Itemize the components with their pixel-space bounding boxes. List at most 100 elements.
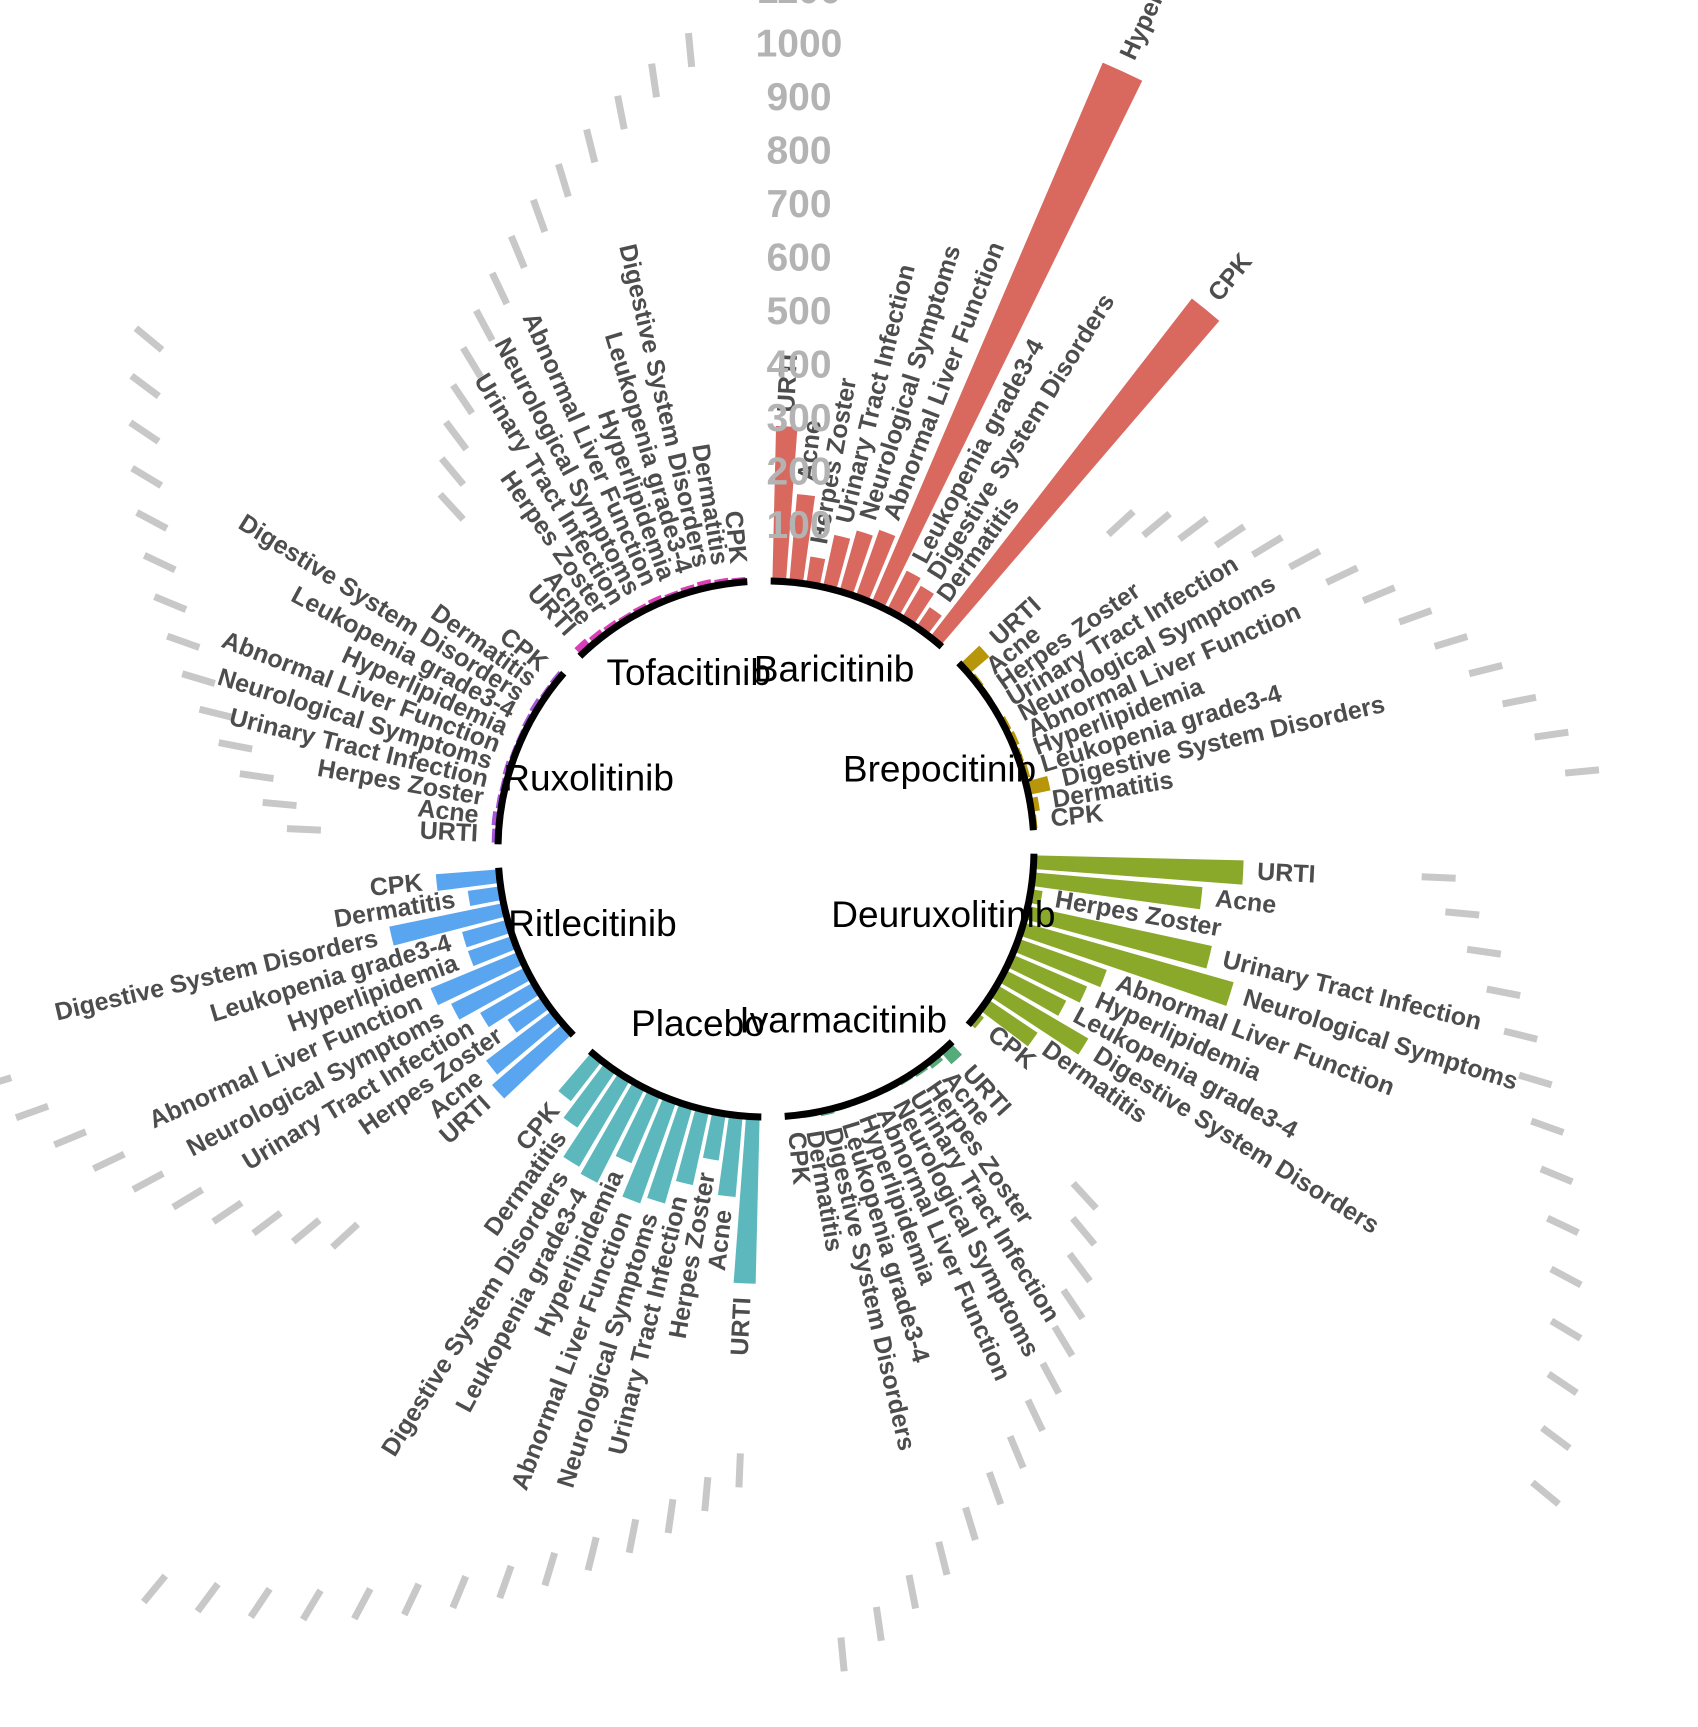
- bar-baricitinib-neurological-symptoms[interactable]: [839, 530, 873, 596]
- bar-brepocitinib-digestive-system-disorders[interactable]: [1025, 776, 1051, 795]
- radial-gridline-tick: [351, 1587, 374, 1621]
- sector-label-layer: Baricitinib Brepocitinib Deuruxolitinib Iva…: [503, 648, 1055, 1044]
- bar-placebo-digestive-system-disorders[interactable]: [563, 1072, 631, 1167]
- radial-gridline-tick: [181, 670, 216, 687]
- bar-placebo-leukopenia-grade3-4[interactable]: [580, 1081, 646, 1183]
- bar-deuruxolitinib-dermatitis[interactable]: [980, 999, 1038, 1047]
- bar-ritlecitinib-hyperlipidemia[interactable]: [467, 935, 518, 967]
- radial-gridline-tick: [1445, 908, 1480, 919]
- radial-axis-tick-700: 700: [766, 183, 831, 226]
- sector-arc-baricitinib: [770, 577, 945, 650]
- event-label-urti: URTI: [772, 353, 803, 413]
- radial-gridline-tick: [684, 32, 696, 68]
- bar-baricitinib-urti[interactable]: [772, 425, 798, 582]
- bar-ritlecitinib-cpk[interactable]: [435, 869, 501, 891]
- bar-ritlecitinib-leukopenia-grade3-4[interactable]: [462, 919, 512, 948]
- radial-gridline-tick: [239, 770, 275, 782]
- radial-gridline-tick: [1250, 534, 1284, 558]
- sector-label-ruxolitinib: Ruxolitinib: [503, 758, 674, 799]
- radial-gridline-tick: [1070, 1216, 1098, 1247]
- radial-gridline-tick: [872, 1606, 885, 1642]
- bar-ritlecitinib-digestive-system-disorders[interactable]: [389, 903, 507, 946]
- radial-gridline-tick: [290, 1217, 322, 1245]
- radial-gridline-tick: [142, 552, 177, 574]
- sector-label-deuruxolitinib: Deuruxolitinib: [831, 894, 1055, 935]
- radial-gridline-tick: [262, 798, 297, 810]
- bar-baricitinib-abnormal-liver-function[interactable]: [855, 529, 896, 602]
- radial-gridline-tick: [211, 1199, 244, 1225]
- radial-gridline-tick: [508, 234, 528, 269]
- bar-placebo-hyperlipidemia[interactable]: [615, 1089, 661, 1164]
- radial-gridline-tick: [1006, 1434, 1027, 1470]
- radial-gridline-tick: [1530, 1117, 1565, 1136]
- event-label-cpk: CPK: [982, 1020, 1041, 1075]
- bar-deuruxolitinib-leukopenia-grade3-4[interactable]: [998, 969, 1067, 1016]
- event-label-urti: URTI: [726, 1297, 757, 1357]
- radial-gridline-tick: [247, 1586, 273, 1620]
- bar-deuruxolitinib-hyperlipidemia[interactable]: [1006, 954, 1088, 1003]
- bar-baricitinib-hyperlipidemia[interactable]: [871, 62, 1143, 609]
- bar-deuruxolitinib-urti[interactable]: [1033, 855, 1244, 885]
- sector-label-placebo: Placebo: [631, 1003, 765, 1044]
- bar-ritlecitinib-abnormal-liver-function[interactable]: [430, 951, 525, 1006]
- bar-baricitinib-acne[interactable]: [789, 494, 816, 584]
- bar-deuruxolitinib-urinary-tract-infection[interactable]: [1024, 905, 1212, 969]
- radial-gridline-tick: [1564, 766, 1600, 777]
- bar-ritlecitinib-urti[interactable]: [491, 1023, 573, 1099]
- radial-gridline-tick: [473, 308, 496, 343]
- sector-label-baricitinib: Baricitinib: [754, 648, 914, 689]
- bar-baricitinib-herpes-zoster[interactable]: [806, 556, 826, 587]
- radial-axis-tick-900: 900: [766, 76, 831, 119]
- event-label-cpk: CPK: [1203, 248, 1258, 307]
- radial-gridline-tick: [1534, 728, 1569, 741]
- bar-tofacitinib-urti[interactable]: [574, 638, 592, 656]
- bar-deuruxolitinib-neurological-symptoms[interactable]: [1019, 922, 1234, 1006]
- radial-gridline-tick: [1361, 584, 1396, 604]
- radial-gridline-tick: [0, 1074, 13, 1085]
- bar-ritlecitinib-acne[interactable]: [486, 1010, 561, 1075]
- radial-gridline-tick: [194, 1581, 221, 1614]
- bar-placebo-dermatitis[interactable]: [563, 1063, 616, 1128]
- radial-axis-tick-800: 800: [766, 129, 831, 172]
- radial-gridline-tick: [133, 325, 165, 353]
- bar-baricitinib-leukopenia-grade3-4[interactable]: [886, 570, 921, 617]
- radial-gridline-tick: [1060, 1288, 1086, 1321]
- bar-placebo-acne[interactable]: [717, 1114, 743, 1197]
- radial-gridline-tick: [330, 1221, 360, 1250]
- bar-placebo-herpes-zoster[interactable]: [702, 1111, 726, 1161]
- sector-arc-tofacitinib: [577, 578, 748, 659]
- bar-placebo-urti[interactable]: [733, 1116, 760, 1284]
- bar-placebo-abnormal-liver-function[interactable]: [622, 1096, 677, 1204]
- bar-placebo-urinary-tract-infection[interactable]: [675, 1107, 710, 1186]
- radial-gridline-tick: [530, 198, 549, 233]
- sector-arc-ruxolitinib: [494, 670, 567, 845]
- bar-ritlecitinib-dermatitis[interactable]: [467, 886, 503, 906]
- radial-gridline-tick: [1141, 511, 1172, 539]
- radial-gridline-tick: [128, 419, 161, 445]
- sector-label-ivarmacitinib: Ivarmacitinib: [739, 999, 947, 1040]
- bar-baricitinib-cpk[interactable]: [929, 298, 1220, 646]
- bar-placebo-neurological-symptoms[interactable]: [647, 1102, 693, 1204]
- bar-deuruxolitinib-digestive-system-disorders[interactable]: [989, 984, 1089, 1055]
- radial-gridline-tick: [555, 163, 572, 198]
- radial-gridline-tick: [1468, 662, 1504, 678]
- radial-gridline-tick: [437, 491, 466, 522]
- radial-gridline-tick: [443, 419, 470, 452]
- sector-arc-placebo: [587, 1048, 762, 1121]
- bar-baricitinib-digestive-system-disorders[interactable]: [901, 585, 934, 626]
- bar-deuruxolitinib-abnormal-liver-function[interactable]: [1013, 938, 1107, 988]
- bar-ritlecitinib-herpes-zoster[interactable]: [507, 996, 551, 1033]
- bar-deuruxolitinib-acne[interactable]: [1031, 872, 1203, 910]
- bar-ritlecitinib-neurological-symptoms[interactable]: [451, 967, 532, 1020]
- radial-gridline-tick: [1398, 607, 1433, 626]
- radial-gridline-tick: [1051, 1324, 1076, 1358]
- event-label-urti: URTI: [419, 817, 479, 848]
- radial-gridline-tick: [218, 739, 253, 753]
- bar-baricitinib-urinary-tract-infection[interactable]: [822, 534, 851, 591]
- bar-placebo-cpk[interactable]: [558, 1052, 603, 1102]
- radial-gridline-tick: [171, 1186, 205, 1211]
- radial-gridline-tick: [625, 1518, 640, 1554]
- event-label-urti: URTI: [1257, 858, 1317, 889]
- bar-ritlecitinib-urinary-tract-infection[interactable]: [480, 982, 541, 1028]
